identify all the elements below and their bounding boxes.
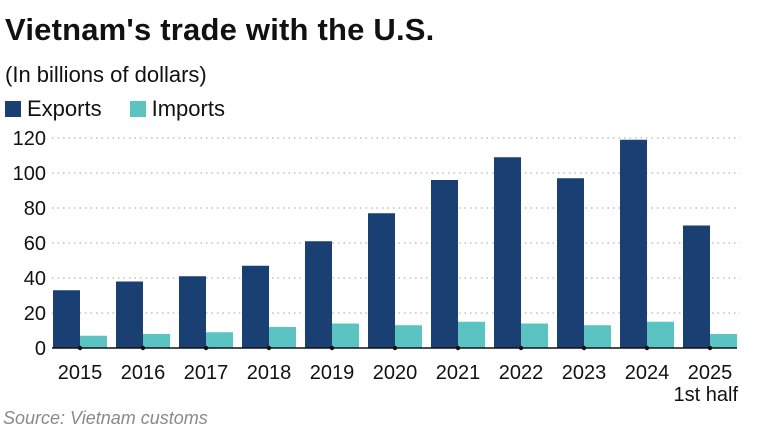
legend-item-imports: Imports: [129, 96, 225, 122]
chart-subtitle: (In billions of dollars): [5, 62, 207, 87]
legend-label-exports: Exports: [27, 96, 102, 121]
legend-swatch-imports: [129, 101, 146, 117]
chart-title: Vietnam's trade with the U.S.: [5, 12, 435, 47]
bar-exports: [683, 225, 710, 348]
x-tick-mark: [392, 345, 398, 351]
x-tick-mark: [518, 345, 524, 351]
x-tick-label: 2019: [310, 362, 355, 384]
x-tick-mark: [140, 345, 146, 351]
bar-imports: [80, 335, 107, 348]
x-tick-label: 2022: [499, 362, 544, 384]
bar-exports: [53, 290, 80, 348]
y-tick-label: 20: [24, 303, 46, 325]
bar-imports: [395, 325, 422, 348]
y-tick-label: 100: [13, 163, 46, 185]
legend-item-exports: Exports: [5, 96, 102, 122]
y-tick-label: 120: [13, 128, 46, 150]
x-tick-mark: [203, 345, 209, 351]
bar-exports: [242, 265, 269, 348]
x-tick-label: 2025: [688, 362, 733, 384]
x-tick-label: 2023: [562, 362, 607, 384]
x-tick-label: 1st half: [674, 384, 739, 406]
bar-exports: [557, 178, 584, 348]
x-tick-label: 2024: [625, 362, 670, 384]
x-tick-label: 2020: [373, 362, 418, 384]
y-tick-label: 0: [35, 338, 46, 360]
y-tick-label: 80: [24, 198, 46, 220]
bar-exports: [431, 180, 458, 348]
bar-exports: [620, 139, 647, 348]
y-tick-label: 60: [24, 233, 46, 255]
bar-imports: [332, 323, 359, 348]
bar-imports: [521, 323, 548, 348]
x-tick-mark: [707, 345, 713, 351]
bar-imports: [647, 321, 674, 348]
bar-exports: [494, 157, 521, 348]
x-tick-label: 2021: [436, 362, 481, 384]
x-tick-mark: [581, 345, 587, 351]
x-tick-mark: [266, 345, 272, 351]
legend-label-imports: Imports: [151, 96, 225, 121]
bar-imports: [143, 334, 170, 348]
bar-imports: [710, 334, 737, 348]
x-tick-mark: [644, 345, 650, 351]
bar-exports: [368, 213, 395, 348]
y-tick-label: 40: [24, 268, 46, 290]
x-tick-label: 2015: [58, 362, 103, 384]
bar-imports: [269, 327, 296, 348]
x-tick-label: 2016: [121, 362, 166, 384]
bar-exports: [305, 241, 332, 348]
bar-imports: [206, 332, 233, 348]
bar-exports: [179, 276, 206, 348]
bar-imports: [584, 325, 611, 348]
x-tick-mark: [77, 345, 83, 351]
bar-imports: [458, 321, 485, 348]
x-tick-mark: [455, 345, 461, 351]
source-note: Source: Vietnam customs: [3, 408, 208, 428]
x-tick-mark: [329, 345, 335, 351]
x-tick-label: 2018: [247, 362, 292, 384]
bar-exports: [116, 281, 143, 348]
legend: Exports Imports: [5, 96, 253, 122]
x-tick-label: 2017: [184, 362, 229, 384]
legend-swatch-exports: [5, 101, 21, 117]
